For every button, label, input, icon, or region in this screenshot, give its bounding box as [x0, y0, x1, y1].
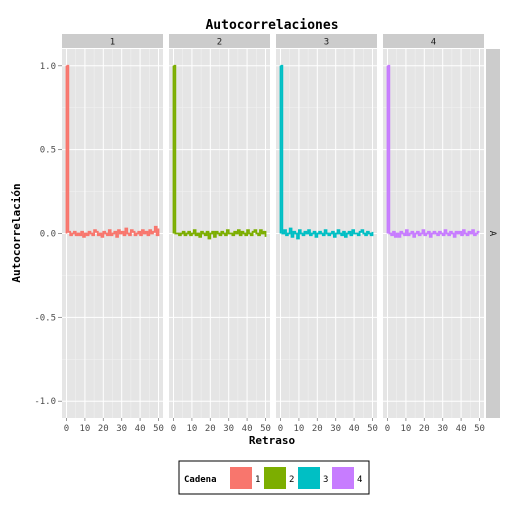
x-tick-label: 10: [400, 424, 411, 434]
acf-series-line: [279, 64, 374, 240]
legend-key-2: [264, 467, 286, 489]
x-axis-title: Retraso: [249, 434, 296, 447]
x-tick-label: 30: [330, 424, 341, 434]
legend-key-4: [332, 467, 354, 489]
row-strip-label: A: [487, 231, 497, 237]
x-tick-label: 20: [312, 424, 323, 434]
y-tick-label: 0.0: [40, 230, 56, 240]
x-tick-label: 0: [64, 424, 69, 434]
y-axis: 1.0 0.5 0.0 -0.5 -1.0: [34, 62, 62, 407]
facet-strip: [169, 34, 270, 48]
acf-series-line: [172, 64, 267, 240]
x-tick-label: 30: [437, 424, 448, 434]
facet-strip-label: 1: [110, 38, 115, 48]
row-strip: A: [486, 49, 500, 418]
facet-strip-label: 4: [431, 38, 436, 48]
facet-panel-1: 10 10 20 30 40 50: [62, 34, 164, 434]
y-tick-label: 0.5: [40, 146, 56, 156]
x-tick-label: 20: [98, 424, 109, 434]
y-tick-label: -1.0: [34, 397, 56, 407]
legend-key-3: [298, 467, 320, 489]
facet-panel-4: 40 10 20 30 40 50: [383, 34, 485, 434]
x-tick-label: 0: [171, 424, 176, 434]
x-tick-label: 50: [367, 424, 378, 434]
facet-strip-label: 2: [217, 38, 222, 48]
x-tick-label: 40: [242, 424, 253, 434]
x-tick-label: 10: [293, 424, 304, 434]
x-tick-label: 0: [278, 424, 283, 434]
x-tick-label: 30: [116, 424, 127, 434]
legend-label-1: 1: [255, 475, 260, 485]
y-tick-label: -0.5: [34, 313, 56, 323]
acf-series-line: [65, 64, 160, 238]
facet-panel-3: 30 10 20 30 40 50: [276, 34, 378, 434]
facet-strip: [276, 34, 377, 48]
facet-panel-2: 20 10 20 30 40 50: [169, 34, 271, 434]
acf-series-line: [386, 64, 480, 238]
chart-title: Autocorrelaciones: [205, 18, 338, 33]
legend-label-4: 4: [357, 475, 362, 485]
legend-label-3: 3: [323, 475, 328, 485]
x-tick-label: 20: [205, 424, 216, 434]
legend-title: Cadena: [184, 475, 217, 485]
legend: Cadena 1 2 3 4: [178, 460, 370, 495]
x-tick-label: 50: [260, 424, 271, 434]
x-tick-label: 40: [135, 424, 146, 434]
facet-strip-label: 3: [324, 38, 329, 48]
x-tick-label: 20: [419, 424, 430, 434]
x-tick-label: 40: [456, 424, 467, 434]
legend-label-2: 2: [289, 475, 294, 485]
facet-strip: [62, 34, 163, 48]
x-tick-label: 10: [186, 424, 197, 434]
x-tick-label: 40: [349, 424, 360, 434]
x-tick-label: 0: [385, 424, 390, 434]
x-tick-label: 10: [79, 424, 90, 434]
x-tick-label: 50: [474, 424, 485, 434]
facet-strip: [383, 34, 484, 48]
legend-key-1: [230, 467, 252, 489]
y-tick-label: 1.0: [40, 62, 56, 72]
y-axis-title: Autocorrelación: [10, 183, 23, 282]
row-strip-background: [486, 49, 500, 418]
x-tick-label: 30: [223, 424, 234, 434]
x-tick-label: 50: [153, 424, 164, 434]
